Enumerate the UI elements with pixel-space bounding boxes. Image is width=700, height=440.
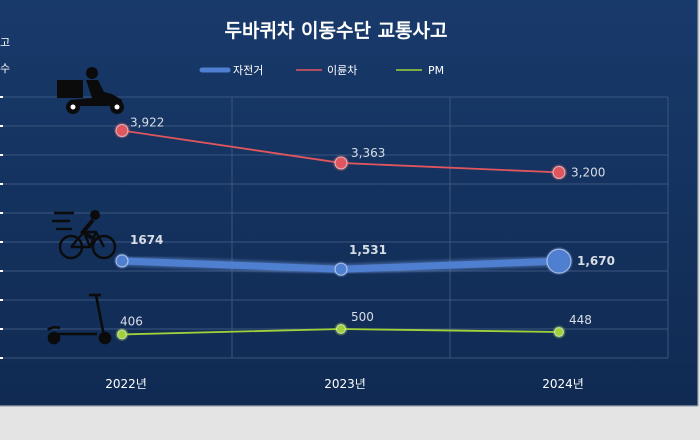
- delivery-motorcycle-icon: [57, 67, 124, 114]
- data-label: 406: [120, 314, 143, 328]
- y-axis-title-line-2: 수: [0, 62, 10, 75]
- data-label: 3,922: [130, 116, 164, 130]
- data-label: 1674: [130, 233, 163, 247]
- data-label: 448: [569, 313, 592, 327]
- data-label: 3,200: [571, 165, 605, 179]
- legend-label-pm: PM: [428, 64, 444, 77]
- x-tick-label: 2024년: [542, 377, 584, 391]
- data-point: [115, 254, 129, 268]
- data-point: [553, 326, 565, 338]
- data-point: [546, 248, 572, 274]
- data-label: 1,670: [577, 254, 615, 268]
- data-label: 3,363: [351, 146, 385, 160]
- chart-background: [0, 0, 698, 406]
- data-label: 500: [351, 310, 374, 324]
- legend-label-bicycle: 자전거: [233, 64, 263, 77]
- data-point: [115, 123, 129, 138]
- data-point: [552, 165, 566, 179]
- x-tick-label: 2022년: [105, 377, 147, 391]
- bicycle-icon: [52, 210, 117, 260]
- y-axis-title-line-1: 고: [0, 36, 10, 49]
- data-point: [334, 156, 348, 170]
- data-point: [334, 262, 348, 276]
- data-point: [335, 323, 347, 335]
- data-label: 1,531: [349, 243, 387, 257]
- kick-scooter-icon: [47, 293, 112, 345]
- legend-label-motorcycle: 이륜차: [327, 64, 357, 77]
- legend: 자전거 이륜차 PM: [199, 64, 444, 77]
- x-tick-label: 2023년: [324, 377, 366, 391]
- x-axis-ticks: 2022년 2023년 2024년: [105, 377, 584, 391]
- data-point: [116, 329, 128, 340]
- series-layer: 1674 1,531 1,670 3,922 3,363 3,200 406 500 448: [114, 116, 615, 341]
- chart-title: 두바퀴차 이동수단 교통사고: [225, 20, 448, 42]
